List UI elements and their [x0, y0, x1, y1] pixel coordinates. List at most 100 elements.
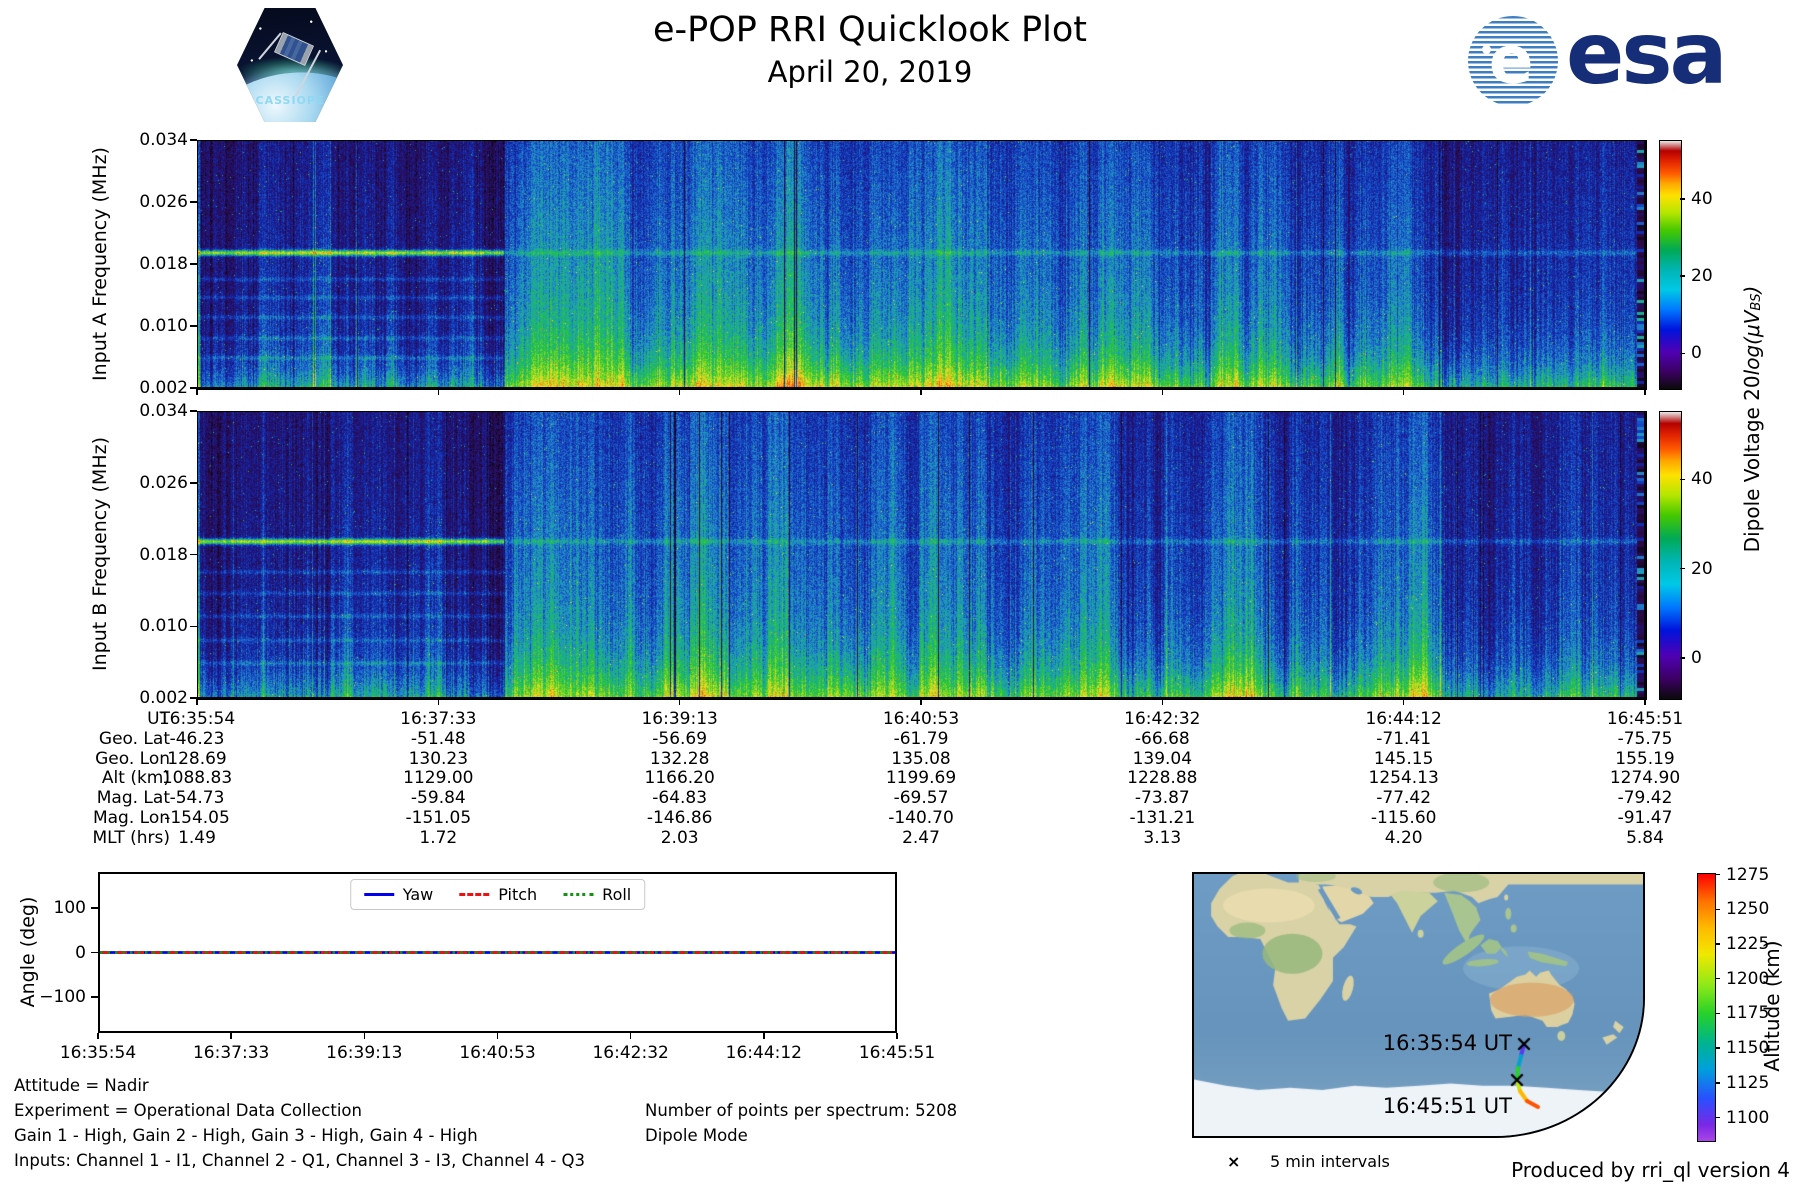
input-b-spectrogram — [197, 411, 1647, 700]
ephemeris-cell: 135.08 — [891, 748, 951, 769]
freq-tick-label: 0.002 — [139, 378, 188, 398]
ephemeris-row-label: Mag. Lat — [96, 788, 170, 809]
ephemeris-cell: -146.86 — [646, 808, 713, 828]
earth-graphic — [237, 63, 343, 122]
ephemeris-cell: -51.48 — [410, 728, 466, 749]
time-tick-mark — [1161, 699, 1164, 705]
angle-tick-mark — [91, 951, 98, 954]
angle-time-tick-mark — [496, 1033, 499, 1039]
freq-tick-mark — [190, 139, 197, 141]
roll-label: Roll — [602, 885, 632, 904]
freq-tick-mark — [190, 387, 197, 389]
cassiope-patch-label: CASSIOPE — [255, 94, 325, 108]
credit-text: Produced by rri_ql version 4 — [1511, 1158, 1790, 1182]
time-tick-mark — [1402, 699, 1405, 705]
ephemeris-cell: 1088.83 — [161, 768, 233, 789]
attitude-lines — [100, 951, 895, 954]
angle-time-tick-label: 16:45:51 — [858, 1043, 936, 1063]
experiment-note: Experiment = Operational Data Collection — [14, 1101, 362, 1120]
altitude-tick-mark — [1715, 1047, 1720, 1049]
angle-tick-mark — [91, 996, 98, 998]
freq-tick-label: 0.002 — [139, 688, 188, 708]
track-end-label: 16:45:51 UT — [1382, 1094, 1512, 1118]
ephemeris-cell: -79.42 — [1617, 788, 1673, 809]
ephemeris-cell: 16:39:13 — [641, 709, 718, 729]
ephemeris-cell: -75.75 — [1617, 728, 1673, 749]
angle-tick-label: −100 — [39, 987, 86, 1008]
ephemeris-cell: 1.49 — [178, 827, 216, 848]
time-tick-mark — [678, 699, 681, 705]
input-a-axis-label: Input A Frequency (MHz) — [89, 147, 111, 381]
altitude-tick-label: 1100 — [1726, 1107, 1770, 1128]
time-tick-mark — [920, 389, 922, 395]
angle-time-tick-label: 16:40:53 — [459, 1043, 536, 1063]
ephemeris-cell: -69.57 — [893, 788, 949, 809]
ephemeris-cell: -54.73 — [169, 788, 225, 809]
altitude-tick-mark — [1715, 1082, 1720, 1084]
ephemeris-row-label: UT — [147, 709, 170, 729]
inputs-note: Inputs: Channel 1 - I1, Channel 2 - Q1, … — [14, 1151, 585, 1170]
ground-track-map — [1192, 872, 1645, 1138]
time-tick-mark — [437, 389, 440, 395]
altitude-tick-label: 1150 — [1726, 1038, 1770, 1059]
time-tick-mark — [196, 389, 198, 395]
time-tick-mark — [1402, 389, 1405, 395]
interval-marker-icon: × — [1227, 1152, 1241, 1171]
altitude-tick-label: 1275 — [1726, 864, 1770, 885]
time-tick-mark — [920, 699, 922, 705]
ephemeris-cell: 1254.13 — [1368, 768, 1439, 789]
angle-time-tick-label: 16:44:12 — [725, 1043, 802, 1063]
altitude-tick-label: 1225 — [1726, 934, 1770, 955]
freq-tick-label: 0.018 — [139, 544, 188, 565]
ephemeris-row-label: Alt (km) — [101, 768, 170, 789]
attitude-note: Attitude = Nadir — [14, 1076, 149, 1095]
altitude-tick-label: 1200 — [1726, 968, 1770, 989]
ephemeris-cell: -91.47 — [1617, 808, 1673, 828]
roll-line-sample — [563, 893, 594, 896]
cassiope-patch-art: CASSIOPE — [237, 8, 343, 122]
ephemeris-cell: 16:35:54 — [158, 709, 236, 729]
colorbar-tick-label: 0 — [1691, 343, 1702, 364]
freq-tick-label: 0.034 — [139, 130, 188, 150]
ephemeris-cell: -64.83 — [652, 788, 708, 809]
angle-time-tick-label: 16:39:13 — [326, 1043, 403, 1063]
angle-time-tick-mark — [629, 1033, 632, 1039]
ephemeris-cell: 16:37:33 — [400, 709, 477, 729]
dipole-mode-note: Dipole Mode — [645, 1126, 748, 1145]
colorbar-tick-mark — [1680, 657, 1685, 659]
freq-tick-mark — [190, 325, 197, 327]
gain-note: Gain 1 - High, Gain 2 - High, Gain 3 - H… — [14, 1126, 478, 1145]
angle-time-tick-mark — [97, 1033, 99, 1039]
freq-tick-mark — [190, 201, 197, 203]
altitude-tick-mark — [1715, 908, 1720, 911]
ephemeris-cell: 2.47 — [902, 827, 940, 848]
freq-tick-mark — [190, 625, 197, 627]
angle-time-tick-label: 16:42:32 — [592, 1043, 669, 1063]
altitude-tick-label: 1125 — [1726, 1072, 1770, 1093]
colorbar-tick-label: 20 — [1691, 266, 1713, 287]
esa-logo-wordmark: esa — [1566, 4, 1728, 104]
angle-time-tick-mark — [230, 1033, 232, 1039]
input-a-spectrogram — [197, 140, 1647, 390]
freq-tick-label: 0.018 — [139, 254, 188, 274]
time-tick-mark — [437, 699, 440, 705]
ephemeris-cell: 1.72 — [419, 827, 458, 848]
angle-time-tick-mark — [363, 1033, 366, 1039]
ephemeris-cell: 155.19 — [1615, 748, 1675, 769]
altitude-tick-mark — [1715, 1116, 1720, 1119]
colorbar-tick-mark — [1680, 198, 1685, 200]
freq-tick-mark — [190, 697, 197, 699]
colorbar-tick-mark — [1680, 352, 1685, 355]
pitch-line-sample — [459, 893, 490, 896]
ephemeris-cell: 145.15 — [1373, 748, 1434, 769]
ephemeris-row-label: Geo. Lat — [98, 728, 170, 749]
legend-item-roll: Roll — [563, 885, 631, 904]
ephemeris-cell: -71.41 — [1376, 728, 1432, 749]
colorbar-tick-mark — [1680, 567, 1685, 570]
ephemeris-cell: 16:42:32 — [1124, 709, 1201, 729]
points-per-spectrum-note: Number of points per spectrum: 5208 — [645, 1101, 958, 1120]
ephemeris-cell: 128.69 — [167, 748, 227, 769]
freq-tick-mark — [190, 553, 197, 556]
yaw-line-sample — [363, 893, 394, 896]
